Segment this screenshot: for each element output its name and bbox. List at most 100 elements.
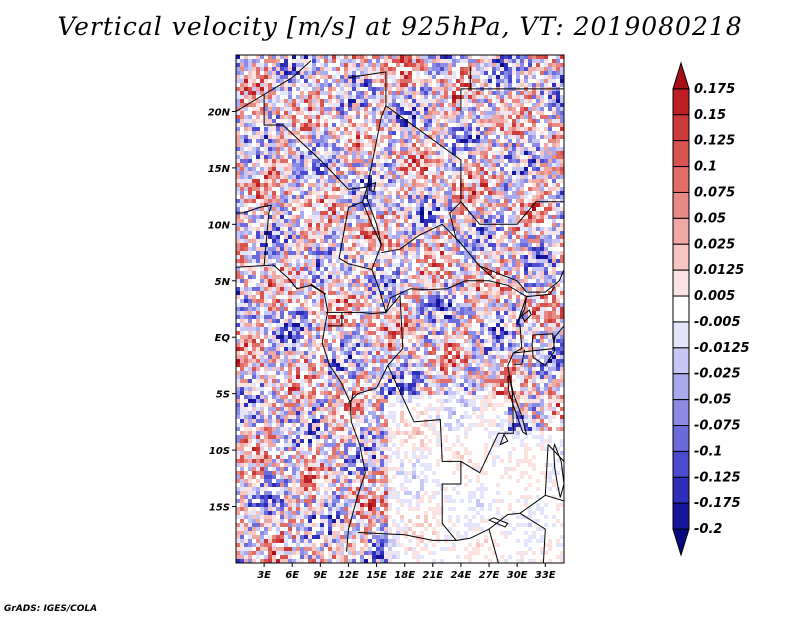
velocity-cell: [316, 195, 320, 199]
velocity-cell: [548, 207, 552, 211]
velocity-cell: [456, 95, 460, 99]
velocity-cell: [396, 275, 400, 279]
velocity-cell: [308, 219, 312, 223]
velocity-cell: [508, 159, 512, 163]
velocity-cell: [248, 95, 252, 99]
velocity-cell: [524, 307, 528, 311]
velocity-cell: [440, 183, 444, 187]
velocity-cell: [240, 303, 244, 307]
velocity-cell: [416, 207, 420, 211]
velocity-cell: [284, 239, 288, 243]
velocity-cell: [264, 63, 268, 67]
velocity-cell: [272, 295, 276, 299]
velocity-cell: [536, 251, 540, 255]
velocity-cell: [528, 127, 532, 131]
velocity-cell: [256, 55, 260, 59]
velocity-cell: [492, 207, 496, 211]
velocity-cell: [356, 327, 360, 331]
velocity-cell: [308, 343, 312, 347]
velocity-cell: [340, 179, 344, 183]
velocity-cell: [328, 203, 332, 207]
velocity-cell: [240, 287, 244, 291]
velocity-cell: [512, 187, 516, 191]
velocity-cell: [336, 147, 340, 151]
velocity-cell: [264, 335, 268, 339]
velocity-cell: [304, 135, 308, 139]
velocity-cell: [284, 339, 288, 343]
velocity-cell: [308, 167, 312, 171]
velocity-cell: [272, 155, 276, 159]
velocity-cell: [292, 71, 296, 75]
velocity-cell: [392, 103, 396, 107]
velocity-cell: [404, 303, 408, 307]
velocity-cell: [364, 295, 368, 299]
velocity-cell: [456, 263, 460, 267]
velocity-cell: [252, 107, 256, 111]
velocity-cell: [296, 163, 300, 167]
velocity-cell: [400, 163, 404, 167]
velocity-cell: [536, 315, 540, 319]
velocity-cell: [368, 323, 372, 327]
velocity-cell: [524, 207, 528, 211]
velocity-cell: [480, 155, 484, 159]
velocity-cell: [364, 119, 368, 123]
velocity-cell: [272, 59, 276, 63]
velocity-cell: [312, 63, 316, 67]
velocity-cell: [512, 331, 516, 335]
velocity-cell: [348, 115, 352, 119]
velocity-cell: [308, 119, 312, 123]
velocity-cell: [304, 303, 308, 307]
velocity-cell: [548, 263, 552, 267]
velocity-cell: [244, 239, 248, 243]
velocity-cell: [448, 203, 452, 207]
velocity-cell: [340, 287, 344, 291]
velocity-cell: [452, 283, 456, 287]
velocity-cell: [292, 319, 296, 323]
velocity-cell: [440, 267, 444, 271]
velocity-cell: [552, 231, 556, 235]
velocity-cell: [356, 235, 360, 239]
velocity-cell: [300, 179, 304, 183]
velocity-cell: [556, 147, 560, 151]
velocity-cell: [248, 87, 252, 91]
velocity-cell: [520, 263, 524, 267]
velocity-cell: [336, 95, 340, 99]
velocity-cell: [296, 99, 300, 103]
velocity-cell: [532, 263, 536, 267]
velocity-cell: [320, 155, 324, 159]
velocity-cell: [292, 331, 296, 335]
velocity-cell: [520, 199, 524, 203]
velocity-cell: [240, 159, 244, 163]
velocity-cell: [404, 79, 408, 83]
velocity-cell: [384, 187, 388, 191]
velocity-cell: [352, 123, 356, 127]
velocity-cell: [336, 271, 340, 275]
velocity-cell: [320, 123, 324, 127]
velocity-cell: [516, 63, 520, 67]
velocity-cell: [440, 179, 444, 183]
velocity-cell: [280, 83, 284, 87]
velocity-cell: [380, 199, 384, 203]
velocity-cell: [396, 103, 400, 107]
velocity-cell: [428, 119, 432, 123]
velocity-cell: [480, 295, 484, 299]
velocity-cell: [252, 287, 256, 291]
velocity-cell: [244, 151, 248, 155]
velocity-cell: [392, 199, 396, 203]
velocity-cell: [516, 55, 520, 59]
velocity-cell: [472, 119, 476, 123]
velocity-cell: [516, 143, 520, 147]
velocity-cell: [452, 307, 456, 311]
velocity-cell: [288, 83, 292, 87]
velocity-cell: [384, 287, 388, 291]
velocity-cell: [396, 339, 400, 343]
velocity-cell: [384, 239, 388, 243]
velocity-cell: [312, 91, 316, 95]
velocity-cell: [484, 83, 488, 87]
velocity-cell: [312, 299, 316, 303]
velocity-cell: [268, 247, 272, 251]
velocity-cell: [540, 191, 544, 195]
velocity-cell: [256, 307, 260, 311]
velocity-cell: [504, 183, 508, 187]
velocity-cell: [492, 183, 496, 187]
